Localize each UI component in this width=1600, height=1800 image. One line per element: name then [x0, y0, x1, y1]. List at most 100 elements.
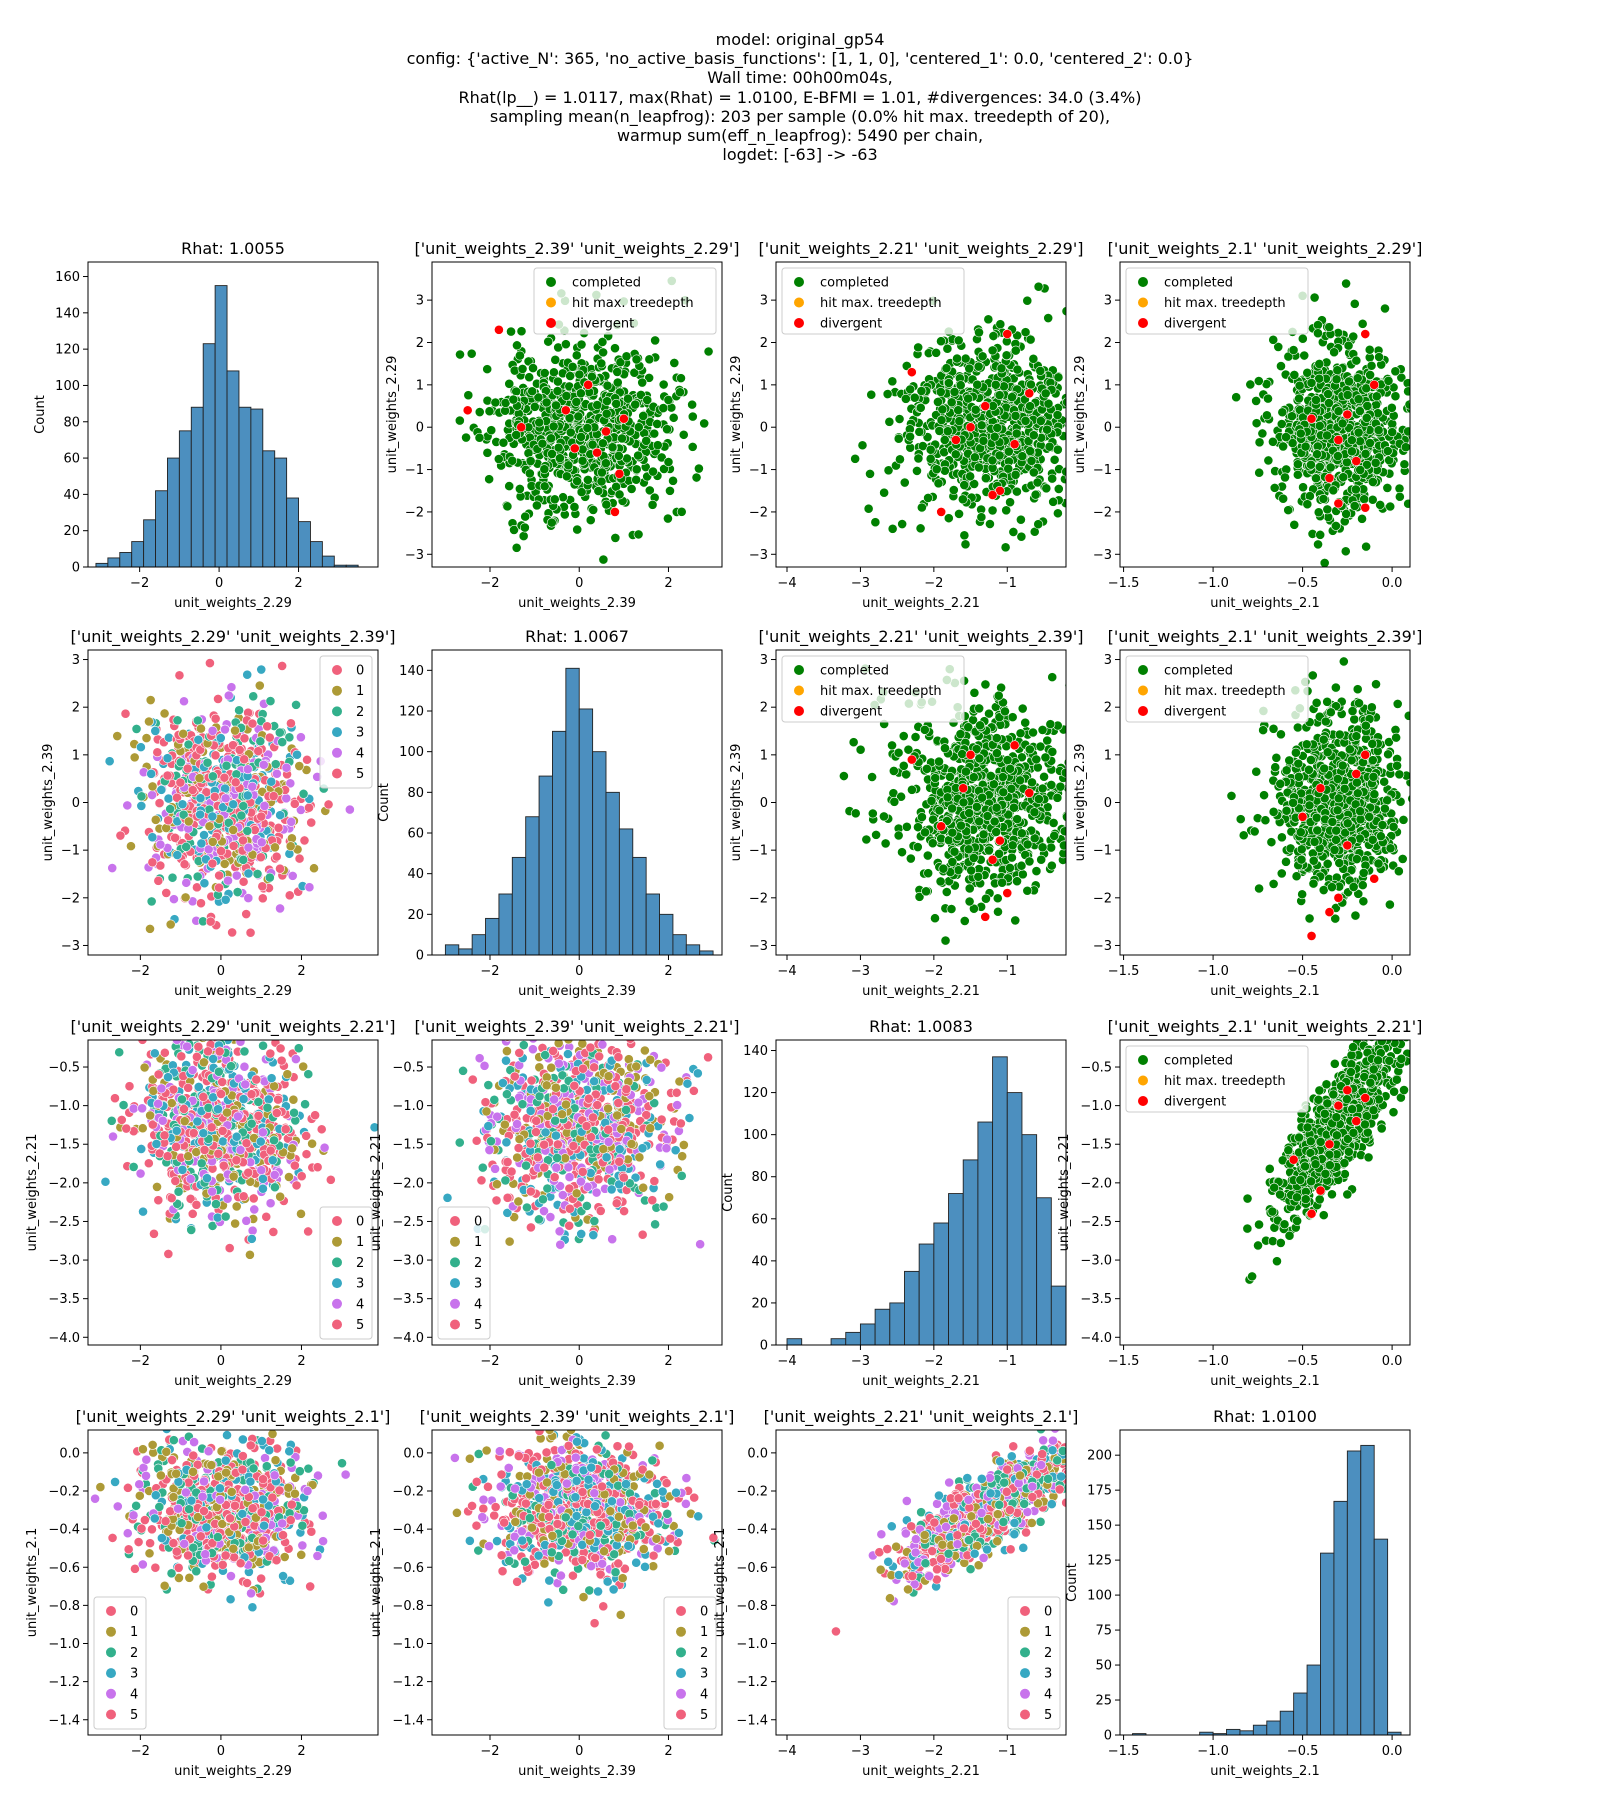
scatter-point	[662, 424, 672, 435]
scatter-point	[934, 426, 945, 436]
scatter-point	[1355, 465, 1366, 475]
scatter-point	[192, 871, 203, 882]
scatter-point	[546, 517, 557, 528]
scatter-point	[1349, 298, 1360, 309]
scatter-point	[528, 363, 538, 373]
scatter-point	[626, 484, 637, 494]
scatter-point	[1338, 472, 1349, 483]
scatter-point	[997, 772, 1008, 782]
y-tick-label: 40	[407, 867, 424, 882]
scatter-point	[1045, 719, 1056, 730]
scatter-point	[665, 485, 675, 496]
y-tick-label: 2	[416, 336, 424, 351]
scatter-point	[264, 732, 275, 743]
y-tick-label: 1	[760, 378, 768, 393]
axes-frame	[431, 649, 723, 956]
histogram-bar	[321, 555, 335, 567]
scatter-point	[292, 749, 302, 760]
scatter-point	[1035, 741, 1046, 752]
legend-label: 3	[356, 726, 364, 741]
scatter-point	[953, 335, 964, 346]
scatter-point	[1370, 457, 1381, 468]
legend-marker	[332, 747, 342, 758]
scatter-point	[991, 827, 1002, 837]
scatter-point	[150, 814, 161, 825]
scatter-point	[992, 893, 1003, 904]
scatter-point	[612, 367, 623, 377]
scatter-point	[219, 772, 230, 783]
scatter-point	[1075, 338, 1084, 347]
scatter-point	[1062, 397, 1066, 407]
divergent-point	[1369, 379, 1380, 390]
scatter-point	[1387, 427, 1398, 438]
scatter-point	[242, 764, 253, 775]
scatter-point	[989, 816, 1000, 827]
scatter-point	[600, 458, 611, 469]
scatter-point	[955, 380, 966, 391]
scatter-point	[1333, 451, 1343, 461]
scatter-point	[857, 440, 868, 451]
divergent-point	[958, 783, 969, 794]
scatter-point	[1293, 459, 1303, 470]
scatter-point	[256, 664, 267, 675]
y-tick-label: 0	[72, 561, 80, 576]
scatter-point	[281, 793, 292, 804]
scatter-point	[1355, 406, 1365, 416]
scatter-point	[455, 349, 465, 360]
scatter-point	[272, 768, 282, 779]
scatter-point	[994, 848, 1004, 859]
scatter-point	[1314, 373, 1325, 384]
scatter-point	[871, 829, 881, 840]
scatter-point	[1357, 318, 1368, 329]
scatter-point	[1091, 352, 1100, 361]
scatter-point	[1313, 507, 1324, 518]
scatter-point	[147, 857, 158, 868]
divergent-point	[592, 447, 602, 458]
scatter-point	[912, 842, 923, 852]
scatter-point	[991, 802, 1002, 813]
scatter-point	[511, 542, 522, 553]
scatter-point	[663, 513, 673, 524]
scatter-point	[963, 722, 974, 733]
scatter-point	[1349, 714, 1360, 725]
scatter-point	[983, 314, 994, 325]
scatter-point	[238, 835, 248, 846]
histogram-bar	[190, 406, 204, 567]
scatter-point	[534, 417, 545, 428]
scatter-point	[238, 801, 249, 811]
scatter-point	[257, 881, 268, 892]
scatter-point	[227, 927, 238, 938]
scatter-point	[486, 425, 497, 436]
scatter-point	[1048, 818, 1059, 828]
scatter-point	[165, 804, 176, 814]
scatter-point	[992, 422, 1003, 433]
scatter-point	[195, 793, 206, 804]
scatter-point	[980, 473, 991, 484]
scatter-point	[947, 827, 958, 838]
scatter-point	[1342, 457, 1352, 468]
scatter-point	[621, 351, 632, 362]
scatter-point	[199, 830, 209, 840]
scatter-point	[205, 658, 215, 668]
y-tick-label: −2	[749, 891, 768, 906]
scatter-point	[915, 402, 926, 413]
x-tick-label: −2	[480, 964, 499, 979]
scatter-point	[941, 887, 952, 897]
scatter-point	[551, 400, 561, 411]
scatter-point	[163, 793, 174, 804]
scatter-point	[976, 512, 987, 523]
scatter-point	[1367, 477, 1378, 487]
scatter-point	[1394, 483, 1405, 494]
scatter-point	[208, 771, 218, 782]
scatter-point	[958, 797, 969, 808]
scatter-point	[861, 834, 872, 845]
scatter-point	[582, 423, 593, 433]
scatter-point	[973, 361, 984, 372]
scatter-point	[569, 502, 580, 512]
legend-label: 1	[356, 684, 364, 699]
legend-box	[1125, 267, 1309, 335]
scatter-point	[264, 872, 275, 883]
